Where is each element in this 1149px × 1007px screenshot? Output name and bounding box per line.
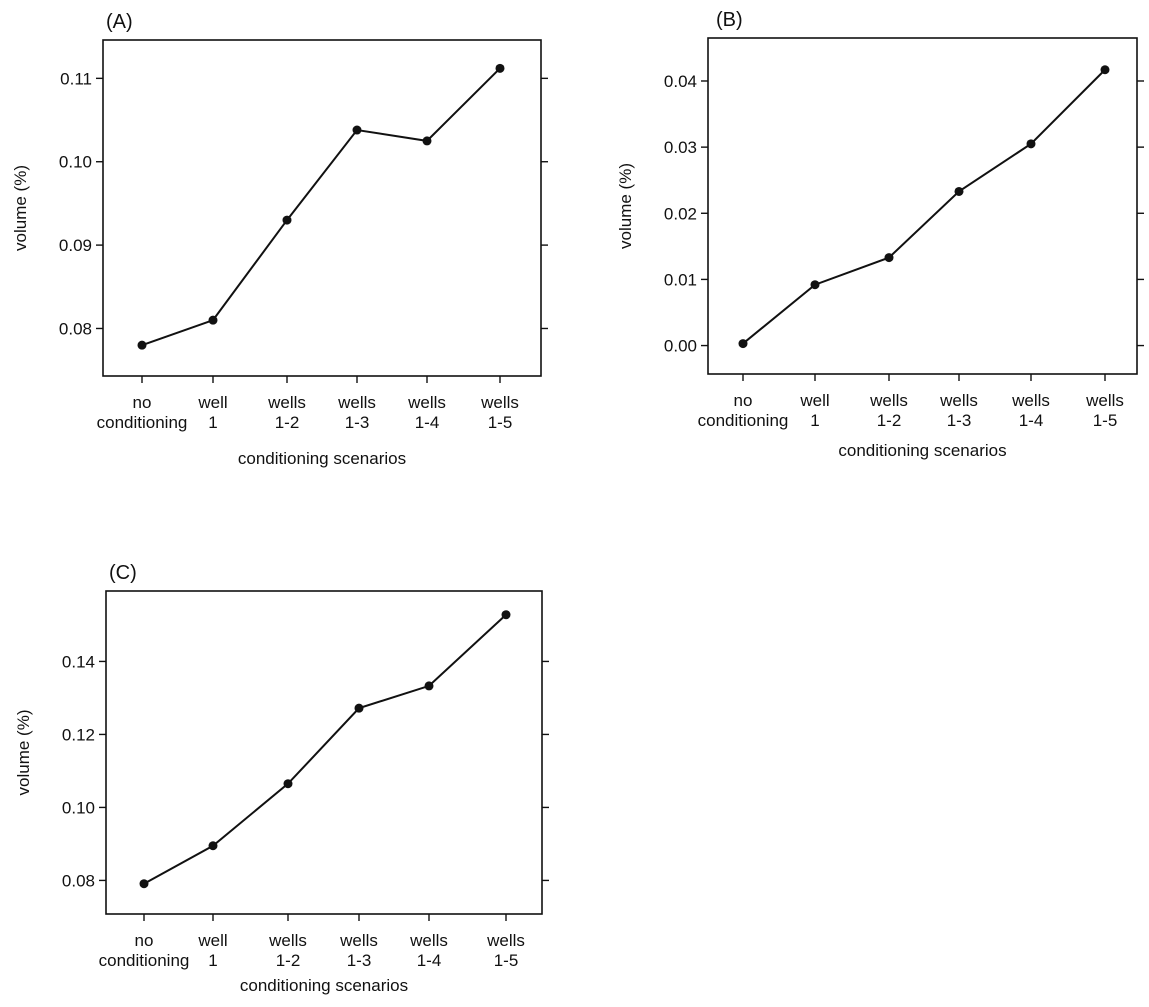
x-tick-label: 1-4: [1019, 411, 1044, 430]
x-tick-label: wells: [268, 931, 307, 950]
y-tick-label: 0.12: [62, 725, 95, 744]
data-point: [810, 280, 820, 290]
data-point: [208, 841, 218, 851]
data-point: [495, 63, 505, 73]
x-tick-label: conditioning: [97, 413, 188, 432]
x-tick-label: wells: [1011, 391, 1050, 410]
y-tick-label: 0.00: [664, 337, 697, 356]
x-tick-label: 1-2: [877, 411, 902, 430]
data-point: [884, 253, 894, 263]
x-tick-label: 1-4: [415, 413, 440, 432]
x-tick-label: 1: [810, 411, 819, 430]
x-tick-label: no: [734, 391, 753, 410]
y-tick-label: 0.10: [59, 153, 92, 172]
x-tick-label: wells: [869, 391, 908, 410]
data-point: [354, 703, 364, 713]
panel-label: (A): [106, 11, 133, 33]
plot-frame: [105, 590, 543, 915]
data-point: [1026, 139, 1036, 149]
panel-label: (C): [109, 562, 137, 584]
x-tick-label: well: [197, 931, 227, 950]
x-tick-label: 1-5: [1093, 411, 1118, 430]
x-tick-label: conditioning: [698, 411, 789, 430]
x-tick-label: 1-3: [947, 411, 972, 430]
y-tick-label: 0.11: [60, 69, 92, 88]
x-tick-label: wells: [407, 393, 446, 412]
x-axis-label: conditioning scenarios: [240, 976, 408, 995]
series-line: [742, 69, 1106, 345]
x-axis-label: conditioning scenarios: [838, 441, 1006, 460]
data-point: [501, 610, 511, 620]
x-tick-label: 1-4: [417, 951, 442, 970]
x-tick-label: well: [197, 393, 227, 412]
x-tick-label: wells: [939, 391, 978, 410]
x-tick-label: 1-3: [347, 951, 372, 970]
series-line: [143, 613, 507, 885]
y-axis-label: volume (%): [616, 163, 635, 249]
y-tick-label: 0.09: [59, 236, 92, 255]
y-tick-label: 0.02: [664, 204, 697, 223]
data-point: [208, 315, 218, 325]
x-tick-label: 1-3: [345, 413, 370, 432]
data-point: [352, 125, 362, 135]
y-tick-label: 0.01: [664, 270, 697, 289]
plot-frame: [102, 39, 542, 377]
x-tick-label: 1: [208, 413, 217, 432]
data-point: [137, 340, 147, 350]
data-point: [738, 339, 748, 349]
data-point: [424, 681, 434, 691]
panel-label: (B): [716, 9, 743, 31]
x-tick-label: wells: [1085, 391, 1124, 410]
y-tick-label: 0.08: [62, 871, 95, 890]
y-tick-label: 0.10: [62, 798, 95, 817]
data-point: [283, 779, 293, 789]
x-tick-label: no: [133, 393, 152, 412]
x-tick-label: 1-5: [494, 951, 519, 970]
x-axis-label: conditioning scenarios: [238, 449, 406, 468]
x-tick-label: well: [799, 391, 829, 410]
x-tick-label: wells: [339, 931, 378, 950]
x-tick-label: wells: [409, 931, 448, 950]
data-point: [139, 879, 149, 889]
data-point: [1100, 65, 1110, 75]
plot-frame: [707, 37, 1138, 375]
data-point: [282, 215, 292, 225]
x-tick-label: wells: [486, 931, 525, 950]
series-line: [141, 67, 501, 347]
x-tick-label: 1-2: [275, 413, 300, 432]
data-point: [954, 186, 964, 196]
y-tick-label: 0.04: [664, 72, 697, 91]
x-tick-label: wells: [267, 393, 306, 412]
y-tick-label: 0.03: [664, 138, 697, 157]
x-tick-label: 1-5: [488, 413, 513, 432]
data-point: [422, 136, 432, 146]
y-axis-label: volume (%): [14, 710, 33, 796]
x-tick-label: no: [135, 931, 154, 950]
y-axis-label: volume (%): [11, 165, 30, 251]
x-tick-label: 1-2: [276, 951, 301, 970]
x-tick-label: wells: [337, 393, 376, 412]
y-tick-label: 0.08: [59, 319, 92, 338]
x-tick-label: 1: [208, 951, 217, 970]
y-tick-label: 0.14: [62, 652, 95, 671]
x-tick-label: wells: [480, 393, 519, 412]
x-tick-label: conditioning: [99, 951, 190, 970]
